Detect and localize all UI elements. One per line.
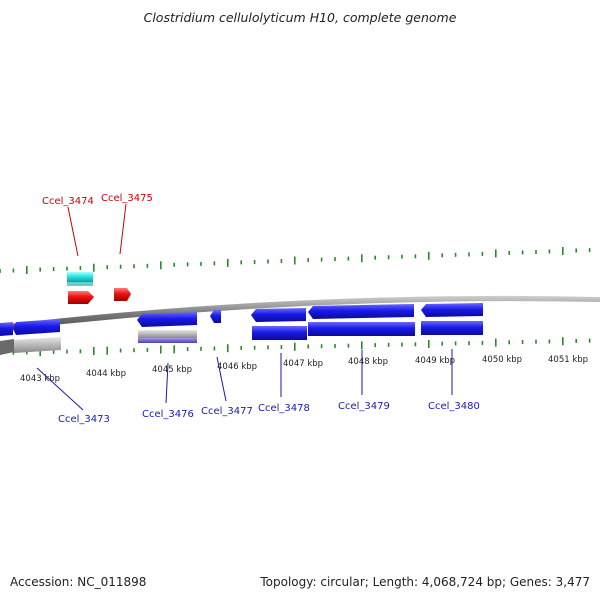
- genome-backbone: [0, 295, 600, 331]
- gene-label-ccel-3477[interactable]: Ccel_3477: [201, 406, 253, 417]
- feature-rna-ccel-3474-base: [67, 282, 93, 286]
- leader-line-ccel-3475: [119, 203, 127, 255]
- gene-label-ccel-3473[interactable]: Ccel_3473: [58, 414, 110, 425]
- feature-rna-ccel-3474[interactable]: [67, 272, 93, 282]
- leader-line-ccel-3474: [67, 206, 79, 257]
- feature-ccel-3473-secondary[interactable]: [14, 337, 61, 353]
- position-label: 4045 kbp: [152, 365, 192, 375]
- reverse-strand-features: [0, 303, 483, 353]
- forward-gene-labels: Ccel_3474 Ccel_3475: [42, 193, 153, 257]
- gene-label-ccel-3475[interactable]: Ccel_3475: [101, 193, 153, 204]
- forward-strand-features: [67, 272, 131, 304]
- position-label: 4043 kbp: [20, 374, 60, 384]
- gene-label-ccel-3474[interactable]: Ccel_3474: [42, 196, 94, 207]
- position-labels: 4043 kbp 4044 kbp 4045 kbp 4046 kbp 4047 kbp…: [20, 355, 588, 384]
- position-label: 4047 kbp: [283, 359, 323, 369]
- feature-gene-left-edge[interactable]: [0, 322, 13, 336]
- position-label: 4046 kbp: [217, 362, 257, 372]
- leader-line-ccel-3477: [216, 356, 227, 402]
- genome-summary-text: Topology: circular; Length: 4,068,724 bp…: [259, 575, 590, 589]
- feature-gene-ccel-3476[interactable]: [137, 312, 197, 327]
- feature-gene-ccel-3478[interactable]: [251, 308, 306, 322]
- feature-gene-ccel-3477[interactable]: [210, 310, 221, 323]
- gene-label-ccel-3479[interactable]: Ccel_3479: [338, 401, 390, 412]
- position-label: 4044 kbp: [86, 369, 126, 379]
- feature-ccel-3480-secondary[interactable]: [421, 321, 483, 335]
- feature-ccel-3476-tertiary[interactable]: [138, 338, 197, 343]
- gene-label-ccel-3480[interactable]: Ccel_3480: [428, 401, 480, 412]
- gene-label-ccel-3478[interactable]: Ccel_3478: [258, 403, 310, 414]
- genome-map: 4043 kbp 4044 kbp 4045 kbp 4046 kbp 4047 kbp…: [0, 193, 600, 425]
- reverse-tick-marks: [0, 337, 591, 357]
- forward-tick-marks: [0, 247, 591, 274]
- leader-line-ccel-3473: [36, 367, 84, 411]
- position-label: 4050 kbp: [482, 355, 522, 365]
- feature-ccel-3479-secondary[interactable]: [308, 322, 415, 336]
- reverse-gene-labels: Ccel_3473 Ccel_3476 Ccel_3477 Ccel_3478 …: [36, 349, 480, 425]
- feature-gene-ccel-3479[interactable]: [308, 304, 414, 319]
- position-label: 4051 kbp: [548, 355, 588, 365]
- feature-gene-ccel-3474[interactable]: [68, 291, 94, 304]
- position-label: 4048 kbp: [348, 357, 388, 367]
- gene-label-ccel-3476[interactable]: Ccel_3476: [142, 409, 194, 420]
- feature-ccel-3478-secondary[interactable]: [252, 326, 307, 340]
- accession-text: Accession: NC_011898: [10, 575, 146, 589]
- feature-ccel-3476-secondary[interactable]: [138, 330, 197, 338]
- feature-gene-ccel-3473[interactable]: [13, 319, 60, 335]
- map-title: Clostridium cellulolyticum H10, complete…: [144, 10, 457, 25]
- backbone-left-shadow: [0, 339, 14, 355]
- leader-line-ccel-3476: [165, 362, 169, 404]
- feature-gene-ccel-3475[interactable]: [114, 288, 131, 301]
- feature-gene-ccel-3480[interactable]: [421, 303, 483, 317]
- position-label: 4049 kbp: [415, 356, 455, 366]
